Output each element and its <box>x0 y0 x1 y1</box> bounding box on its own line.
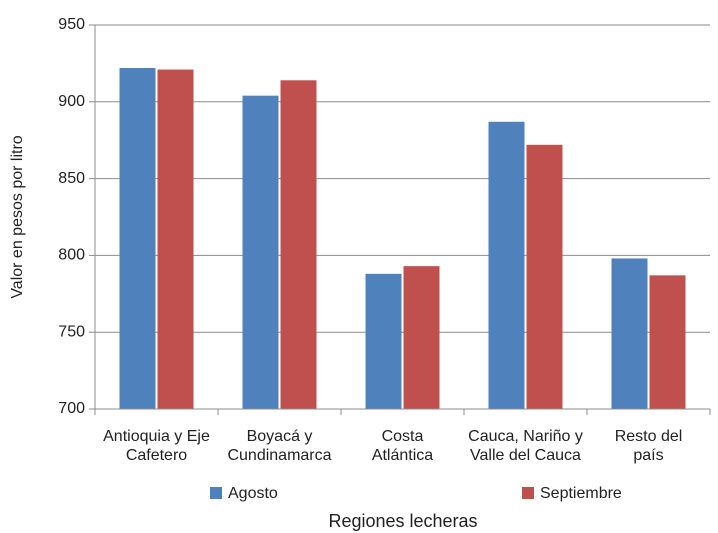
x-tick-label: Costa Atlántica <box>371 428 434 464</box>
y-tick-label: 900 <box>58 93 85 110</box>
bar <box>649 275 686 409</box>
x-tick-label: Boyacá y Cundinamarca <box>227 428 332 464</box>
x-tick-label: Antioquia y Eje Cafetero <box>103 428 210 464</box>
x-tick-label: Resto del país <box>614 428 683 464</box>
bar <box>242 95 279 409</box>
y-tick-label: 950 <box>58 16 85 33</box>
y-tick-label: 750 <box>58 323 85 340</box>
bar <box>526 144 563 410</box>
x-tick-label: Cauca, Nariño y Valle del Cauca <box>468 428 583 464</box>
bar <box>119 68 156 410</box>
legend-swatch <box>210 487 222 499</box>
legend-label: Agosto <box>228 485 278 502</box>
bar <box>488 121 525 409</box>
bar <box>365 273 402 409</box>
y-tick-label: 800 <box>58 247 85 264</box>
bar <box>280 80 317 410</box>
bar <box>157 69 194 409</box>
legend-swatch <box>522 487 534 499</box>
bar <box>611 258 648 409</box>
y-axis-title: Valor en pesos por litro <box>9 135 26 298</box>
bar <box>403 266 440 409</box>
y-tick-label: 700 <box>58 400 85 417</box>
x-axis-title: Regiones lecheras <box>328 511 477 531</box>
legend-label: Septiembre <box>540 485 622 502</box>
y-tick-label: 850 <box>58 170 85 187</box>
